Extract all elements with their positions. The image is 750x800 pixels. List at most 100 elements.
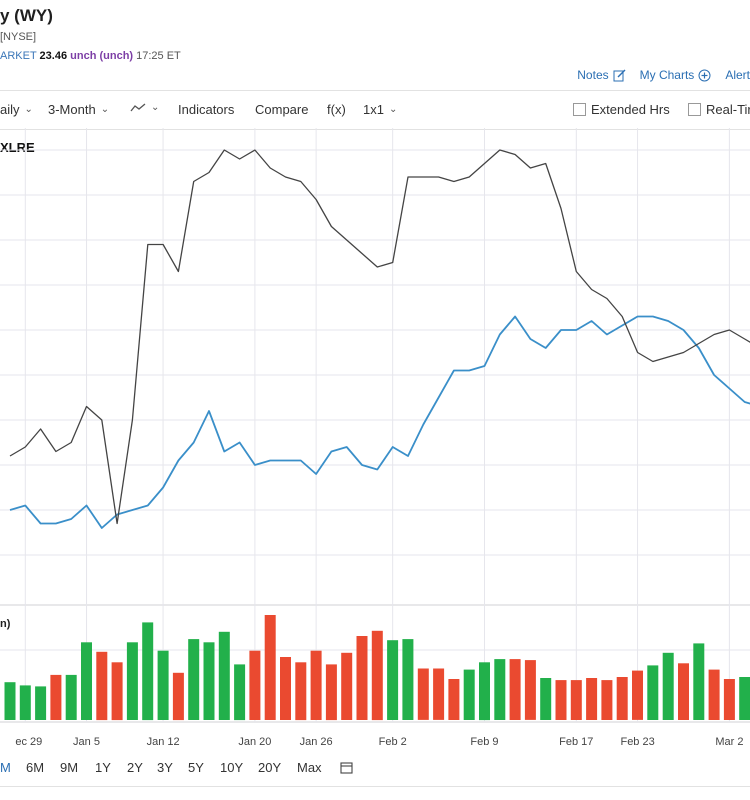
real-time-toggle[interactable]: Real-Tir xyxy=(688,102,750,117)
volume-bar xyxy=(96,651,108,721)
last-price: 23.46 xyxy=(39,50,68,62)
compare-button[interactable]: Compare xyxy=(255,102,309,117)
volume-bar xyxy=(494,659,506,720)
chevron-down-icon: ⌄ xyxy=(100,104,110,115)
volume-bar xyxy=(234,664,246,721)
volume-bar xyxy=(142,622,154,721)
volume-bar xyxy=(524,660,536,720)
extended-hrs-toggle[interactable]: Extended Hrs xyxy=(573,102,670,117)
volume-bar xyxy=(723,679,735,720)
range-10y-button[interactable]: 10Y xyxy=(220,760,244,775)
volume-bar xyxy=(616,677,628,720)
x-tick-label: Jan 12 xyxy=(147,736,180,748)
price-change: unch (unch) xyxy=(70,50,134,62)
period-dropdown[interactable]: 3-Month ⌄ xyxy=(48,102,109,117)
volume-bar xyxy=(479,662,490,721)
interval-label: aily xyxy=(0,102,20,117)
volume-bar xyxy=(402,639,414,720)
x-tick-label: Feb 9 xyxy=(470,736,498,748)
range-max-button[interactable]: Max xyxy=(297,760,322,775)
my-charts-label: My Charts xyxy=(639,68,695,82)
range-20y-button[interactable]: 20Y xyxy=(258,760,282,775)
volume-bar xyxy=(310,650,322,720)
range-2y-button[interactable]: 2Y xyxy=(127,760,143,775)
volume-bar xyxy=(693,643,705,720)
volume-bar xyxy=(203,642,215,720)
volume-bar xyxy=(356,636,368,720)
volume-bar xyxy=(570,680,582,720)
period-label: 3-Month xyxy=(48,102,96,117)
compare-series-line xyxy=(9,149,750,525)
notes-label: Notes xyxy=(577,68,609,82)
layout-dropdown[interactable]: 1x1 ⌄ xyxy=(363,102,397,117)
x-tick-label: ec 29 xyxy=(15,736,42,748)
range-6m-button[interactable]: 6M xyxy=(26,760,45,775)
my-charts-button[interactable]: My Charts xyxy=(640,68,712,82)
volume-bar xyxy=(218,631,230,720)
volume-bar xyxy=(50,674,62,720)
volume-bar xyxy=(19,685,31,720)
volume-bar xyxy=(540,678,552,720)
alerts-button[interactable]: Alert xyxy=(725,68,750,82)
volume-bar xyxy=(371,630,383,721)
volume-bars xyxy=(4,615,750,721)
volume-bar xyxy=(586,678,598,720)
edit-icon xyxy=(613,69,626,81)
volume-bar xyxy=(188,639,200,720)
x-tick-label: Feb 2 xyxy=(379,736,407,748)
volume-bar xyxy=(632,670,643,720)
range-3y-button[interactable]: 3Y xyxy=(157,760,173,775)
volume-bar xyxy=(157,650,169,720)
x-tick-label: Jan 26 xyxy=(300,736,333,748)
x-tick-label: Mar 2 xyxy=(715,736,743,748)
fx-button[interactable]: f(x) xyxy=(327,102,346,117)
volume-label: n) xyxy=(0,618,11,630)
x-tick-label: Jan 20 xyxy=(238,736,271,748)
range-9m-button[interactable]: 9M xyxy=(60,760,79,775)
chevron-down-icon: ⌄ xyxy=(151,102,160,113)
range-1y-button[interactable]: 1Y xyxy=(95,760,111,775)
range-m-button[interactable]: M xyxy=(0,760,11,775)
calendar-icon[interactable] xyxy=(340,761,353,774)
volume-bar xyxy=(433,668,445,720)
volume-bar xyxy=(448,679,460,720)
plus-circle-icon xyxy=(698,69,711,81)
chart-type-dropdown[interactable]: ⌄ xyxy=(130,102,159,113)
range-5y-button[interactable]: 5Y xyxy=(188,760,204,775)
x-tick-label: Feb 17 xyxy=(559,736,593,748)
volume-bar xyxy=(509,659,521,720)
volume-bar xyxy=(387,640,399,720)
volume-bar xyxy=(111,662,123,721)
chart-tools: Notes My Charts Alert xyxy=(577,68,750,82)
interval-dropdown[interactable]: aily ⌄ xyxy=(0,102,33,117)
chevron-down-icon: ⌄ xyxy=(388,104,398,115)
extended-hrs-checkbox[interactable] xyxy=(573,103,586,116)
volume-bar xyxy=(65,674,77,720)
volume-bar xyxy=(249,650,261,720)
volume-bar xyxy=(35,686,47,720)
price-time: 17:25 ET xyxy=(136,50,181,62)
volume-bar xyxy=(463,669,475,720)
notes-button[interactable]: Notes xyxy=(577,68,626,82)
volume-bar xyxy=(417,668,429,720)
volume-bar xyxy=(601,680,613,720)
real-time-checkbox[interactable] xyxy=(688,103,701,116)
volume-bar xyxy=(647,665,659,720)
indicators-button[interactable]: Indicators xyxy=(178,102,235,117)
price-line: ARKET 23.46 unch (unch) 17:25 ET xyxy=(0,50,181,62)
volume-bar xyxy=(708,669,720,720)
volume-bar xyxy=(280,657,291,720)
volume-bar xyxy=(739,677,750,720)
volume-bar xyxy=(662,652,674,720)
extended-hrs-label: Extended Hrs xyxy=(591,102,670,117)
exchange-label: [NYSE] xyxy=(0,31,37,43)
volume-bar xyxy=(172,672,184,721)
layout-label: 1x1 xyxy=(363,102,384,117)
market-label: ARKET xyxy=(0,50,37,62)
volume-bar xyxy=(126,642,138,720)
volume-bar xyxy=(4,682,16,720)
alerts-label: Alert xyxy=(725,68,750,82)
chart-grid xyxy=(0,128,750,723)
volume-bar xyxy=(341,652,353,720)
